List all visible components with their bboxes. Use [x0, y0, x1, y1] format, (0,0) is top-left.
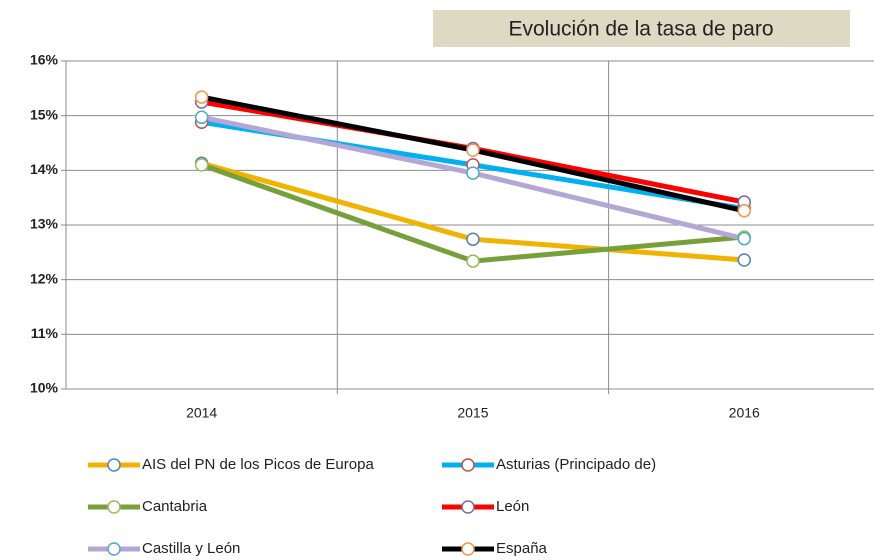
marker [194, 90, 209, 104]
legend-marker [461, 542, 475, 556]
y-tick-label: 11% [31, 325, 59, 341]
x-tick-label: 2016 [729, 405, 760, 421]
legend-label: Castilla y León [142, 540, 240, 557]
y-tick-label: 16% [30, 52, 59, 68]
marker [737, 253, 751, 267]
legend-marker [107, 542, 121, 556]
legend-label: España [496, 540, 548, 557]
y-tick-label: 12% [30, 270, 59, 286]
title-box [433, 10, 850, 47]
y-tick-label: 14% [30, 161, 59, 177]
legend-marker [461, 458, 475, 472]
y-tick-label: 10% [30, 380, 59, 396]
legend-marker [461, 500, 475, 514]
y-tick-label: 13% [30, 216, 59, 232]
x-tick-label: 2015 [457, 405, 488, 421]
marker [737, 231, 751, 246]
legend-marker [107, 458, 121, 472]
marker [466, 254, 480, 268]
y-tick-label: 15% [30, 106, 59, 122]
marker [194, 110, 209, 125]
marker [737, 204, 751, 218]
legend-marker [107, 500, 121, 514]
legend-label: Asturias (Principado de) [496, 456, 656, 473]
marker [194, 158, 209, 172]
legend-label: Cantabria [142, 498, 208, 515]
marker [466, 166, 480, 180]
legend-label: León [496, 498, 529, 515]
x-tick-label: 2014 [186, 405, 217, 421]
marker [466, 232, 480, 246]
legend-label: AIS del PN de los Picos de Europa [142, 456, 374, 473]
marker [466, 143, 480, 157]
chart-title: Evolución de la tasa de paro [508, 18, 773, 41]
